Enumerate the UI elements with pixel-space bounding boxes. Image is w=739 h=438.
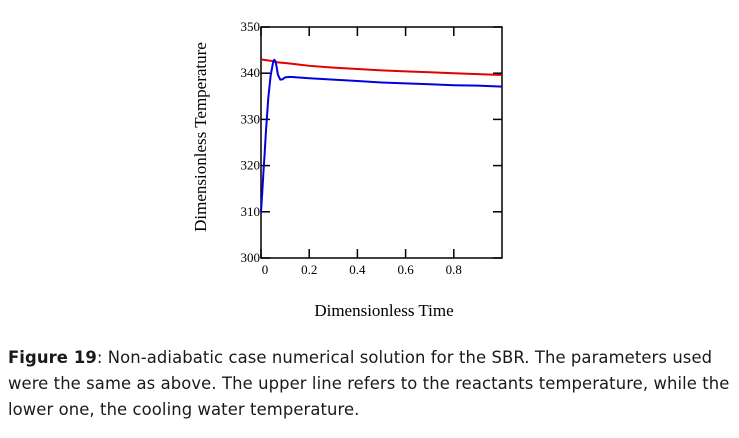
x-tick-label: 0 (262, 262, 269, 277)
x-tick-label: 0.2 (301, 262, 317, 277)
figure-label: Figure 19 (8, 348, 97, 367)
y-tick-label: 320 (241, 158, 261, 173)
series-layer (260, 58, 503, 212)
y-tick-label: 310 (241, 204, 261, 219)
y-tick-labels: 300 310 320 330 340 350 (241, 19, 261, 265)
y-tick-label: 330 (241, 111, 261, 126)
temperature-chart: 300 310 320 330 340 350 0 0.2 0.4 0.6 0.8 Dimensi… (191, 19, 503, 320)
x-tick-label: 0.4 (349, 262, 366, 277)
plot-frame (260, 26, 503, 259)
y-axis-title: Dimensionless Temperature (191, 42, 210, 232)
caption-text: : Non-adiabatic case numerical solution … (8, 348, 730, 419)
x-tick-label: 0.6 (397, 262, 414, 277)
series-line-reactants (260, 58, 503, 77)
x-tick-label: 0.8 (446, 262, 462, 277)
y-tick-label: 350 (241, 19, 261, 34)
y-tick-label: 300 (241, 250, 261, 265)
x-tick-labels: 0 0.2 0.4 0.6 0.8 (262, 262, 462, 277)
x-axis-title: Dimensionless Time (314, 301, 453, 320)
series-line-cooling-water (260, 58, 503, 212)
figure-caption: Figure 19: Non-adiabatic case numerical … (8, 345, 733, 423)
y-tick-label: 340 (241, 65, 261, 80)
axis-ticks (260, 26, 502, 259)
